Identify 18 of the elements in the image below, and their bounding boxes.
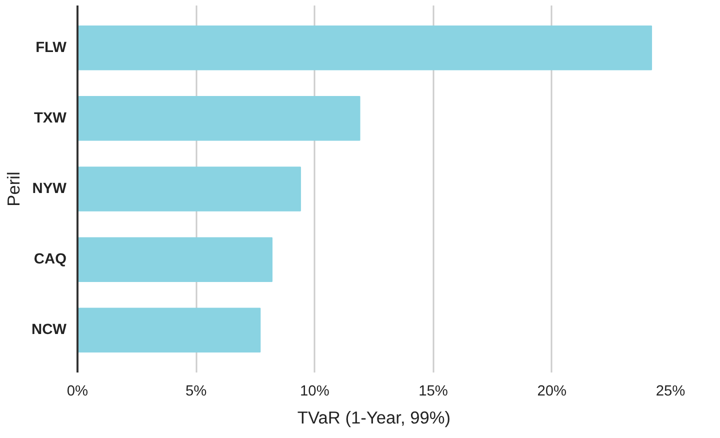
bar <box>78 96 360 141</box>
bar <box>78 237 273 282</box>
y-tick-label: NCW <box>32 322 67 338</box>
y-axis-title: Peril <box>4 172 24 206</box>
x-axis-title: TVaR (1-Year, 99%) <box>297 408 451 428</box>
x-tick-label: 0% <box>66 384 88 400</box>
bar <box>78 308 261 353</box>
x-tick-label: 5% <box>186 384 207 400</box>
y-tick-label: TXW <box>34 110 67 126</box>
y-tick-label: CAQ <box>34 252 67 268</box>
bar <box>78 166 301 212</box>
x-tick-label: 15% <box>418 384 448 400</box>
x-tick-label: 20% <box>537 384 567 400</box>
y-tick-label: FLW <box>36 40 67 56</box>
x-tick-label: 25% <box>656 384 686 400</box>
y-tick-label: NYW <box>32 181 67 197</box>
bar <box>78 25 652 70</box>
x-tick-label: 10% <box>300 384 330 400</box>
